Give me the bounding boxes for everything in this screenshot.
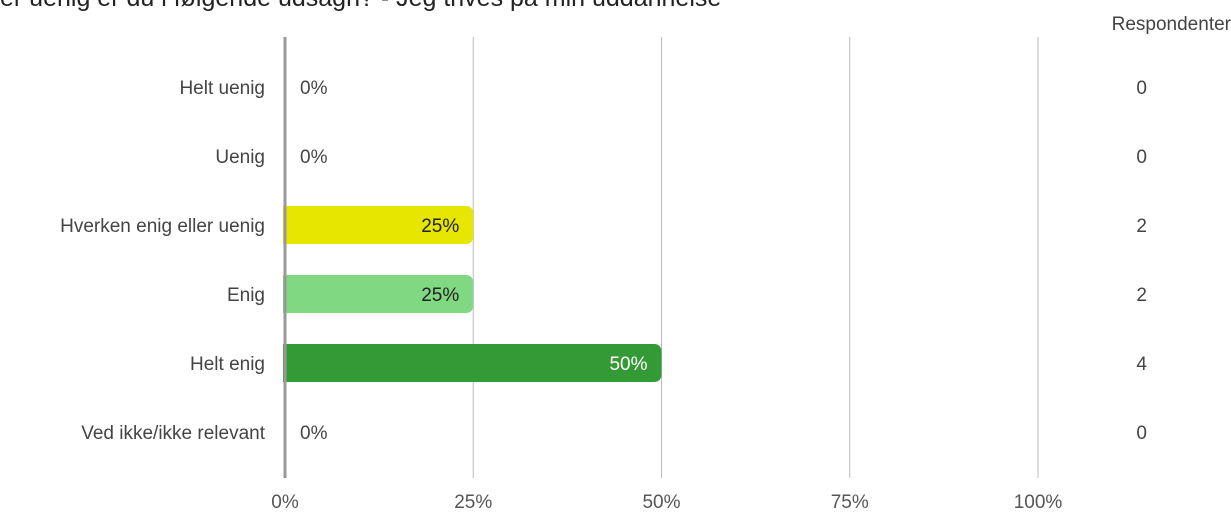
- respondent-count: 0: [1136, 423, 1147, 444]
- category-label: Uenig: [215, 147, 265, 168]
- bar-left-edge: [283, 206, 293, 244]
- category-label: Helt uenig: [179, 78, 265, 99]
- respondent-count: 2: [1136, 285, 1147, 306]
- bar-left-edge: [283, 344, 293, 382]
- category-label: Enig: [227, 285, 265, 306]
- x-tick-label: 75%: [831, 492, 869, 513]
- x-tick-label: 100%: [1014, 492, 1063, 513]
- respondent-count: 2: [1136, 216, 1147, 237]
- value-label: 25%: [421, 216, 459, 237]
- respondent-count: 0: [1136, 147, 1147, 168]
- value-label: 50%: [609, 354, 647, 375]
- category-label: Hverken enig eller uenig: [60, 216, 265, 237]
- x-tick-label: 0%: [271, 492, 299, 513]
- x-tick-label: 25%: [454, 492, 492, 513]
- value-label: 0%: [300, 423, 328, 444]
- chart-title: er uenig er du i følgende udsagn? - Jeg …: [0, 0, 721, 13]
- respondent-count: 0: [1136, 78, 1147, 99]
- grid-layer: [472, 37, 1039, 478]
- bar-left-edge: [283, 275, 293, 313]
- respondents-header: Respondenter: [1111, 14, 1231, 35]
- bar-layer: [283, 206, 662, 382]
- bar: [283, 344, 662, 382]
- x-tick-label: 50%: [642, 492, 680, 513]
- value-label: 25%: [421, 285, 459, 306]
- category-label: Helt enig: [190, 354, 265, 375]
- value-label: 0%: [300, 78, 328, 99]
- respondent-count: 4: [1136, 354, 1147, 375]
- bar: [283, 206, 474, 244]
- category-label: Ved ikke/ikke relevant: [81, 423, 265, 444]
- bar: [283, 275, 474, 313]
- value-label: 0%: [300, 147, 328, 168]
- label-layer: 0% 25% 50% 75% 100% Helt uenig 0% 0 Uenig 0% 0 Hver…: [60, 78, 1147, 513]
